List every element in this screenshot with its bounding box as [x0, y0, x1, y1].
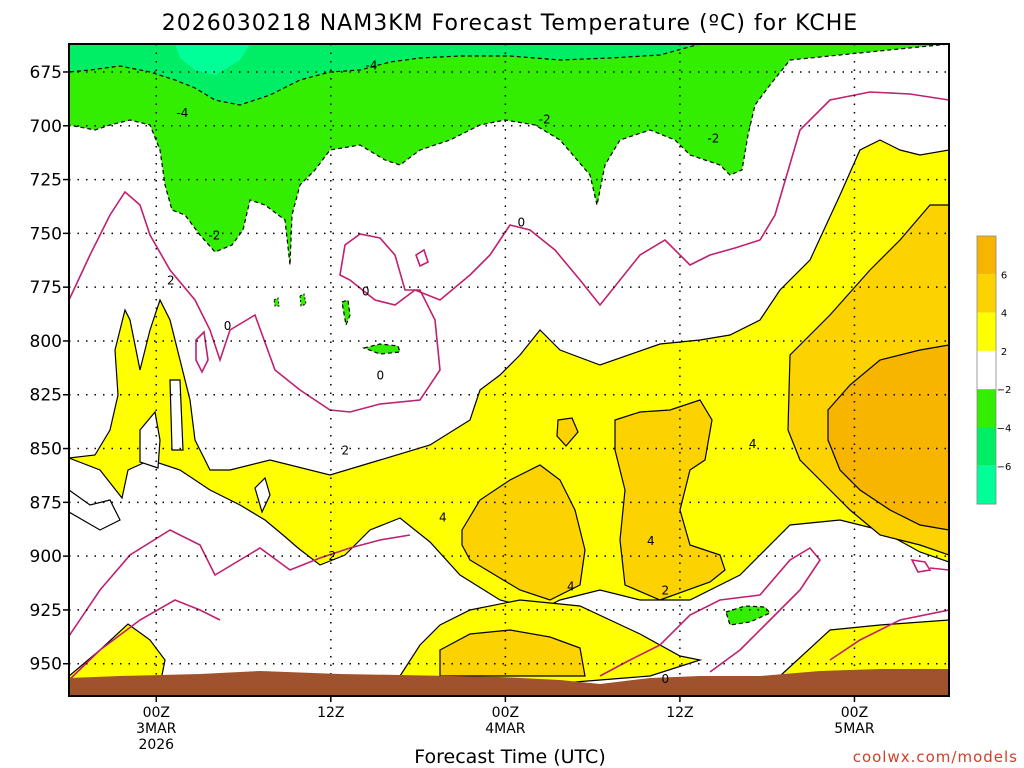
x-tick-label: 3MAR: [136, 721, 177, 737]
x-tick-label: 00Z: [492, 705, 519, 721]
colorbar-swatch: [977, 274, 996, 312]
contour-label: 0: [224, 319, 232, 333]
contour-label: -2: [208, 229, 220, 243]
x-tick-label: 00Z: [841, 705, 868, 721]
x-tick-label: 12Z: [317, 705, 344, 721]
y-tick-label: 925: [30, 601, 62, 621]
x-axis: 00Z3MAR202612Z00Z4MAR12Z00Z5MAR: [136, 696, 875, 753]
colorbar-swatch: [977, 466, 996, 504]
y-tick-label: 700: [30, 117, 62, 137]
colorbar-label: −6: [997, 462, 1012, 473]
contour-label: 2: [167, 274, 175, 288]
contour-label: 2: [662, 584, 670, 598]
y-axis: 675 700 725 750 775 800 825 850 875 900 925 950: [30, 63, 69, 675]
contour-label: 4: [647, 534, 655, 548]
colorbar-label: 4: [1001, 309, 1007, 320]
contour-label: 4: [439, 510, 447, 524]
contour-label: -4: [176, 106, 188, 120]
colorbar-swatch: [977, 313, 996, 351]
contour-label: -2: [707, 132, 719, 146]
x-tick-label: 4MAR: [485, 721, 526, 737]
colorbar-label: −4: [997, 424, 1012, 435]
contour-label: -2: [539, 112, 551, 126]
contour-label: 0: [518, 216, 526, 230]
y-tick-label: 750: [30, 224, 62, 244]
y-tick-label: 900: [30, 547, 62, 567]
colorbar: 6 4 2 −2 −4 −6: [977, 236, 1011, 504]
y-tick-label: 725: [30, 171, 62, 191]
contour-label: 2: [328, 549, 336, 563]
colorbar-swatch: [977, 389, 996, 427]
y-tick-label: 775: [30, 278, 62, 298]
x-axis-label: Forecast Time (UTC): [414, 746, 605, 768]
chart-title: 2026030218 NAM3KM Forecast Temperature (…: [162, 11, 858, 36]
colorbar-label: −2: [997, 385, 1012, 396]
y-tick-label: 825: [30, 386, 62, 406]
y-tick-label: 850: [30, 440, 62, 460]
x-tick-label: 00Z: [143, 705, 170, 721]
y-tick-label: 675: [30, 63, 62, 83]
contour-label: 4: [567, 579, 575, 593]
x-tick-label: 12Z: [666, 705, 693, 721]
plot-area: [69, 44, 949, 696]
x-tick-label: 5MAR: [834, 721, 875, 737]
colorbar-swatch: [977, 351, 996, 389]
x-tick-label: 2026: [138, 737, 174, 753]
colorbar-label: 2: [1001, 347, 1007, 358]
contour-label: -4: [366, 59, 378, 73]
y-tick-label: 875: [30, 493, 62, 513]
contour-label: 0: [662, 672, 670, 686]
contour-label: 0: [362, 284, 370, 298]
colorbar-label: 6: [1001, 270, 1007, 281]
contour-label: 4: [749, 437, 757, 451]
contour-label: 0: [376, 368, 384, 382]
credit-text: coolwx.com/models: [853, 748, 1018, 766]
colorbar-swatch: [977, 236, 996, 274]
y-tick-label: 950: [30, 655, 62, 675]
contour-label: 2: [342, 444, 350, 458]
y-tick-label: 800: [30, 332, 62, 352]
colorbar-swatch: [977, 428, 996, 466]
